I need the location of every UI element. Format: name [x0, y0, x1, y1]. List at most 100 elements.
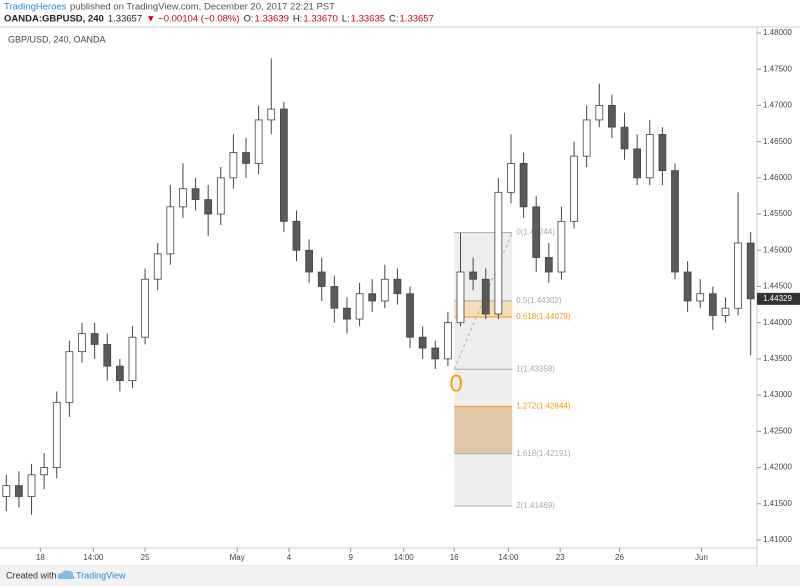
candle-body: [570, 155, 578, 222]
candle-body: [368, 293, 377, 302]
y-tick-label: 1.41000: [763, 535, 792, 544]
candle-body: [229, 152, 238, 179]
fib-label: 2(1.41469): [516, 501, 555, 510]
y-tick-label: 1.43000: [763, 390, 792, 399]
candle-body: [343, 307, 351, 320]
chart-subtitle: GBP/USD, 240, OANDA: [8, 34, 106, 44]
candle-body: [406, 293, 414, 338]
y-tick-label: 1.44500: [763, 282, 792, 291]
x-tick-label: Jun: [695, 553, 708, 562]
brand-logo: [57, 570, 75, 579]
fib-label: 0.618(1.44079): [516, 312, 571, 321]
x-tick-label: 9: [349, 553, 354, 562]
candle-body: [216, 177, 225, 215]
candle-body: [305, 249, 313, 273]
x-tick-label: 14:00: [498, 553, 519, 562]
ohlc-value: 1.33657: [400, 14, 434, 25]
candle-body: [633, 148, 642, 179]
x-tick-label: 4: [287, 553, 292, 562]
candle-body: [696, 293, 705, 302]
footer-brand[interactable]: TradingView: [76, 570, 126, 580]
candle-body: [746, 242, 755, 300]
x-tick-label: 26: [615, 553, 624, 562]
y-tick-label: 1.42500: [763, 426, 792, 435]
y-tick-label: 1.46500: [763, 137, 792, 146]
x-tick-label: 14:00: [83, 553, 104, 562]
candle-body: [40, 467, 49, 476]
candle-body: [582, 119, 591, 157]
candle-body: [708, 293, 717, 316]
candle-body: [15, 485, 23, 497]
candle-body: [721, 307, 730, 316]
y-tick-label: 1.47500: [763, 64, 792, 73]
candle-body: [65, 351, 74, 403]
candle-body: [393, 278, 402, 295]
y-tick-label: 1.45000: [763, 245, 792, 254]
footer-created: Created with: [6, 570, 57, 580]
candle-body: [128, 336, 137, 382]
candle-body: [683, 271, 692, 302]
x-tick-label: 14:00: [394, 553, 415, 562]
candle-body: [671, 170, 679, 273]
x-tick-label: 25: [141, 553, 150, 562]
candle-body: [469, 271, 477, 280]
y-tick-label: 1.46000: [763, 173, 792, 182]
symbol: OANDA:GBPUSD, 240: [4, 14, 104, 25]
candle-body: [2, 485, 11, 497]
candle-body: [292, 220, 301, 251]
candle-body: [645, 134, 654, 179]
ohlc-value: 1.33670: [303, 14, 337, 25]
candle-body: [734, 242, 742, 309]
x-tick-label: 18: [36, 553, 45, 562]
candle-body: [519, 162, 528, 208]
x-tick-label: May: [230, 553, 245, 562]
y-tick-label: 1.41500: [763, 499, 792, 508]
candle-body: [90, 333, 99, 345]
candle-body: [418, 336, 427, 349]
candle-body: [204, 199, 213, 215]
footer-bar: [0, 566, 800, 586]
candle-body: [166, 206, 175, 255]
candle-body: [280, 108, 288, 222]
fib-label: 1(1.43358): [516, 364, 555, 373]
fib-label: 1.272(1.42844): [516, 402, 571, 411]
author[interactable]: TradingHeroes: [4, 2, 67, 13]
candle-body: [444, 322, 452, 360]
candle-body: [115, 365, 124, 382]
last-price-label: 1.44329: [763, 294, 792, 303]
ohlc-label: O:: [244, 14, 254, 25]
candle-body: [380, 278, 389, 302]
candle-body: [658, 134, 667, 172]
candle-body: [532, 206, 541, 258]
candle-body: [317, 271, 326, 287]
ohlc-label: C:: [389, 14, 399, 25]
y-tick-label: 1.44000: [763, 318, 792, 327]
y-tick-label: 1.48000: [763, 28, 792, 37]
candle-body: [507, 162, 515, 193]
candle-body: [78, 333, 86, 353]
candle-body: [431, 347, 440, 360]
candle-body: [330, 286, 339, 309]
candle-body: [27, 474, 36, 497]
candle-body: [153, 253, 162, 280]
ohlc-value: 1.33635: [351, 14, 385, 25]
candle-body: [494, 191, 503, 315]
y-tick-label: 1.43500: [763, 354, 792, 363]
candle-body: [544, 257, 553, 273]
candle-body: [557, 220, 566, 273]
candle-body: [267, 108, 276, 121]
candle-body: [191, 188, 200, 200]
candle-body: [103, 344, 112, 367]
ohlc-value: 1.33639: [255, 14, 289, 25]
x-tick-label: 23: [556, 553, 565, 562]
y-tick-label: 1.47000: [763, 101, 792, 110]
last-price: 1.33657: [108, 14, 142, 25]
candle-body: [481, 278, 490, 315]
y-tick-label: 1.45500: [763, 209, 792, 218]
candle-body: [595, 105, 604, 121]
change: ▼ −0.00104 (−0.08%): [146, 14, 239, 25]
fib-band: [454, 406, 513, 454]
quote-line: OANDA:GBPUSD, 240 1.33657 ▼ −0.00104 (−0.0…: [4, 14, 434, 25]
